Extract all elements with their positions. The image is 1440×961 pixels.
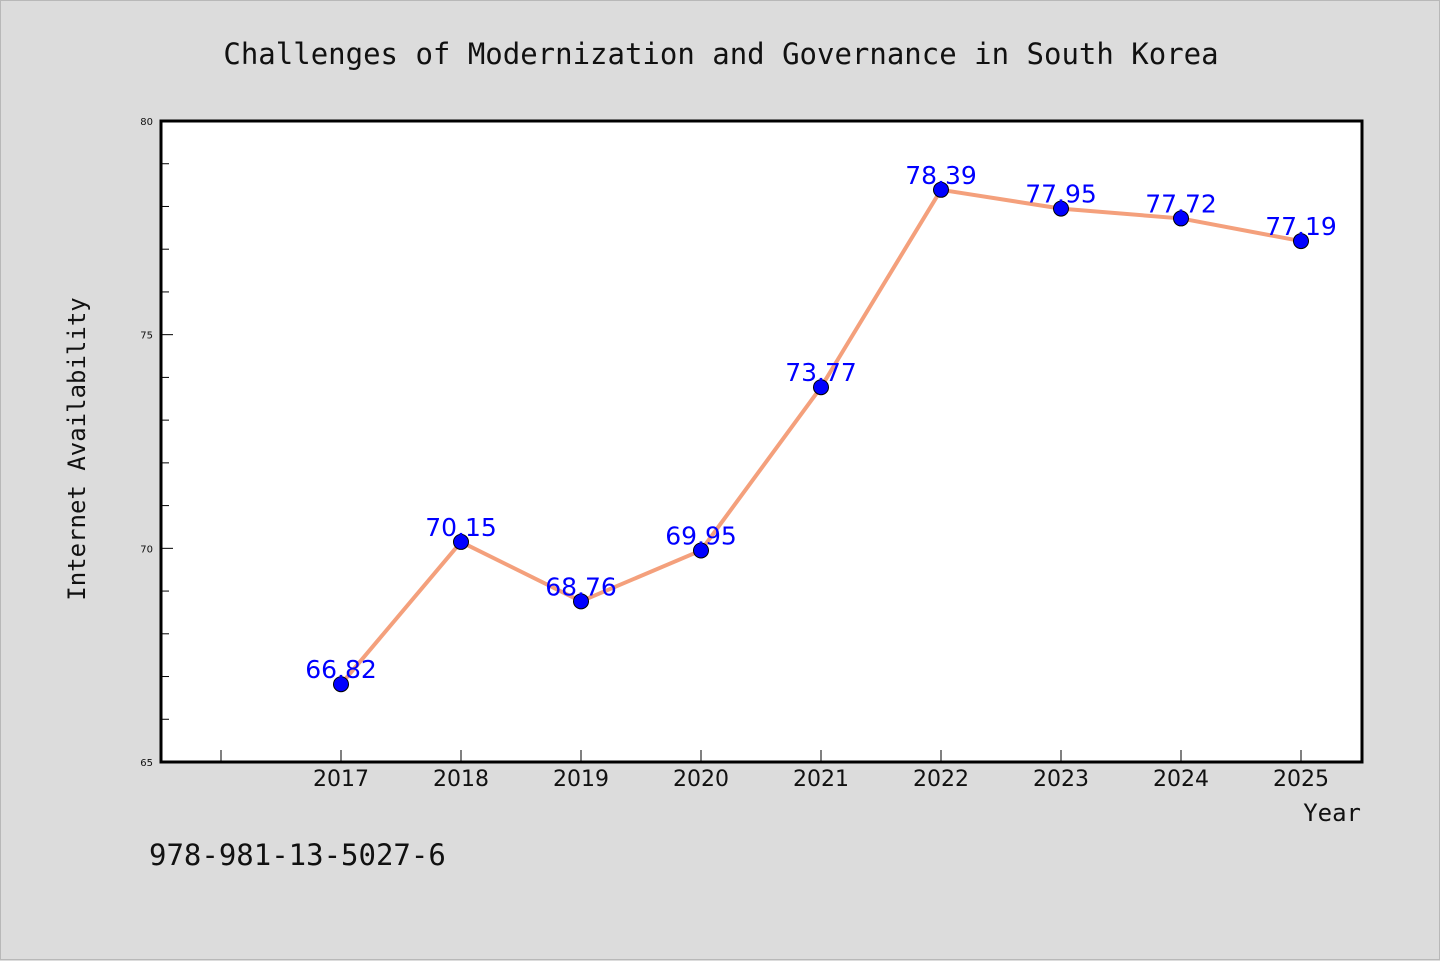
- x-tick-label-2017: 2017: [313, 767, 369, 792]
- data-point-2025: [1293, 233, 1309, 250]
- x-tick-label-2019: 2019: [553, 767, 609, 792]
- x-tick-label-2024: 2024: [1153, 767, 1209, 792]
- x-tick-label-2021: 2021: [793, 767, 849, 792]
- data-label-2020: 69.95: [665, 521, 737, 550]
- data-label-2019: 68.76: [545, 572, 617, 601]
- series-layer: 66.82 70.15 68.76 69.95 73.77 78.39 77.95 77.72…: [305, 161, 1337, 693]
- x-tick-label-2025: 2025: [1273, 767, 1329, 792]
- x-tick-label-2022: 2022: [913, 767, 969, 792]
- data-point-2018: [453, 533, 469, 550]
- x-tick-label-2020: 2020: [673, 767, 729, 792]
- plot-frame: [159, 119, 1364, 764]
- data-label-2017: 66.82: [305, 655, 377, 684]
- data-point-2019: [573, 593, 589, 610]
- data-point-2023: [1053, 200, 1069, 217]
- y-tick-label: 80: [140, 117, 153, 128]
- data-label-2025: 77.19: [1265, 212, 1337, 241]
- x-tick-label-2018: 2018: [433, 767, 489, 792]
- data-label-2023: 77.95: [1025, 180, 1097, 209]
- data-label-2022: 78.39: [905, 161, 977, 190]
- chart-title: Challenges of Modernization and Governan…: [223, 37, 1218, 71]
- x-axis-label: Year: [1303, 799, 1361, 827]
- plot-area: [161, 121, 1362, 762]
- y-axis-label: Internet Availability: [63, 297, 91, 600]
- data-label-2024: 77.72: [1145, 189, 1217, 218]
- data-point-2021: [813, 379, 829, 396]
- x-tick-label-2023: 2023: [1033, 767, 1089, 792]
- data-point-2020: [693, 542, 709, 559]
- y-tick-label: 70: [140, 544, 153, 555]
- y-tick-label: 75: [140, 331, 153, 342]
- isbn-text: 978-981-13-5027-6: [149, 838, 446, 872]
- x-axis-ticks: 2017 2018 2019 2020 2021 2022 2023 2024 2025: [220, 750, 1329, 792]
- y-tick-label: 65: [140, 758, 153, 769]
- data-point-2022: [933, 181, 949, 198]
- data-point-2024: [1173, 210, 1189, 227]
- data-point-2017: [333, 676, 349, 693]
- data-label-2018: 70.15: [425, 513, 497, 542]
- data-label-2021: 73.77: [785, 358, 857, 387]
